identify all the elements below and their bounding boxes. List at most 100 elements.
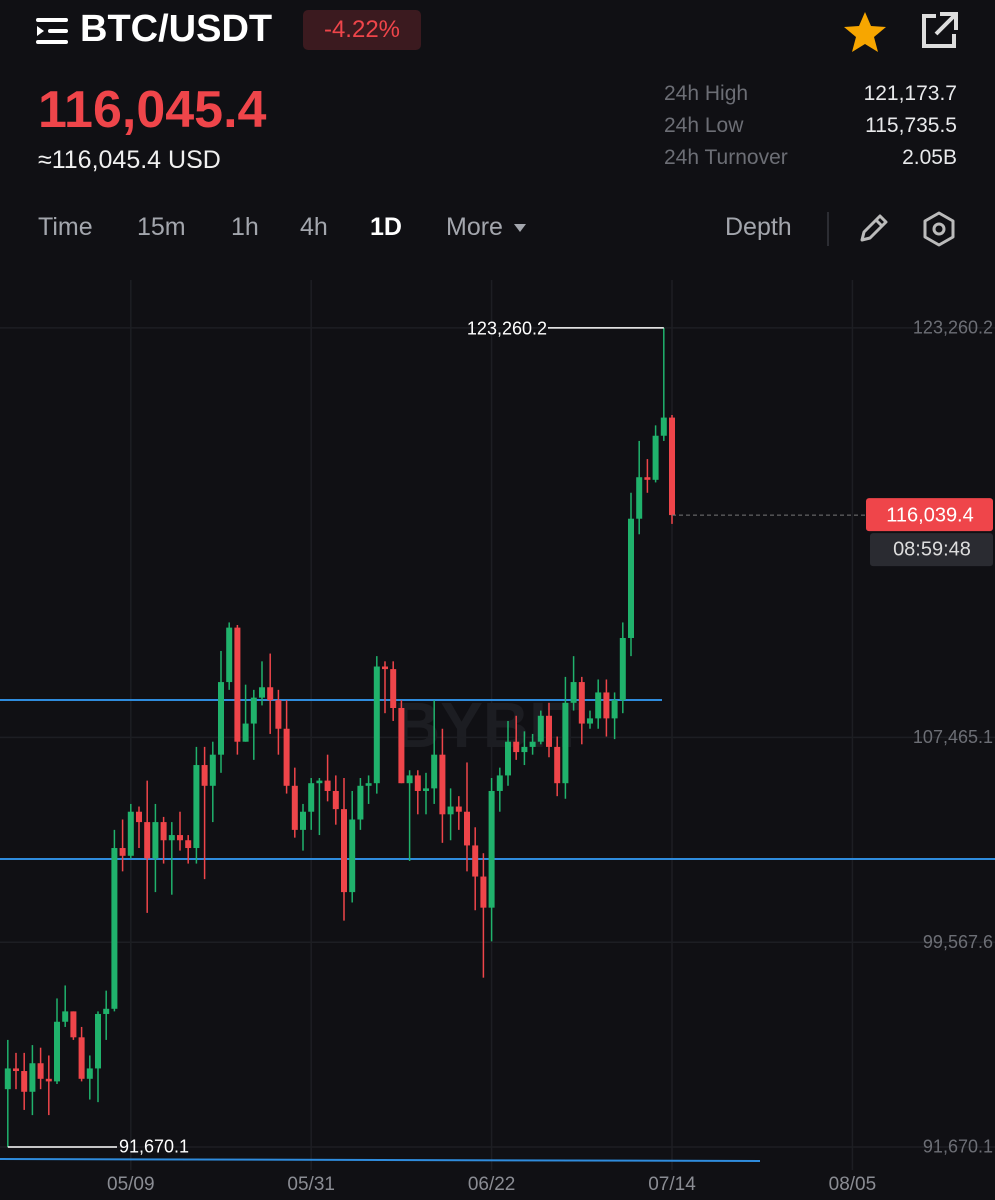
tab[interactable]: 15m [137,213,186,241]
candle-body [324,780,331,791]
x-tick-label: 06/22 [468,1174,516,1195]
candle-body [308,783,315,812]
candle-body [13,1068,19,1072]
candle-body [160,822,167,841]
candle-body [349,819,356,893]
candle-body [193,765,200,849]
candle-body [136,811,142,823]
last-price-box [866,498,993,532]
favorite-star[interactable] [842,10,888,54]
candle-body [365,783,372,786]
tab[interactable]: More [446,213,503,241]
candle-body [70,1011,77,1038]
x-tick-label: 07/14 [648,1174,696,1195]
candle-body [455,806,462,812]
candle-body [226,627,233,683]
candle-body [103,1008,110,1014]
candle-body [578,682,585,724]
candle-body [29,1063,36,1092]
countdown-box [870,533,993,567]
candle-body [529,741,536,747]
candle-body [619,637,626,701]
tab[interactable]: 4h [300,213,328,241]
candle-body [111,848,118,1009]
candle-body [423,788,429,791]
candle-body [283,728,290,786]
candle-body [496,775,503,791]
candle-body [554,746,561,784]
candle-body [144,822,151,859]
candle-body [472,845,479,877]
candle-body [562,702,569,784]
candle-body [341,809,347,893]
share-icon[interactable] [918,10,960,52]
candle-body [480,876,487,908]
candle-body [275,700,282,729]
candle-body [291,785,298,830]
candle-body [218,682,224,755]
tab[interactable]: Time [38,213,93,241]
depth-tab[interactable]: Depth [725,213,792,241]
candle-body [398,708,405,784]
stat-label: 24h Turnover [664,146,788,169]
last-price: 116,045.4 [38,81,267,139]
min-marker-label: 91,670.1 [119,1137,189,1157]
candle-body [209,754,216,786]
last-price-label: 116,039.4 [886,504,974,526]
candle-body [587,718,593,724]
stat-label: 24h Low [664,114,744,137]
candle-body [513,741,520,753]
candle-body [250,697,257,724]
tab-active[interactable]: 1D [370,213,402,241]
candle-body [242,723,249,742]
candle-body [537,715,544,742]
candle-body [259,687,265,698]
candle-body [431,754,438,789]
candle-body [332,790,339,810]
menu-icon[interactable] [36,16,70,46]
candle-body [414,775,421,791]
candle-body [439,754,446,815]
settings-icon[interactable] [920,210,958,248]
candle-body [201,765,208,786]
candle-body [406,775,413,784]
draw-icon[interactable] [856,210,892,246]
stat-label: 24h High [664,82,749,105]
candle-body [267,687,274,701]
divider [827,212,829,246]
candle-body [373,666,380,784]
usd-price: ≈116,045.4 USD [38,146,221,174]
countdown-label: 08:59:48 [893,538,971,560]
candle-body [177,835,183,841]
candle-body [62,1011,69,1022]
candle-body [37,1063,44,1079]
candle-body [357,785,364,820]
candle-body [447,806,454,815]
candle-body [119,848,126,856]
pair-title: BTC/USDT [80,8,273,50]
x-tick-label: 08/05 [829,1174,877,1195]
stat-value: 2.05B [902,146,957,169]
x-tick-label: 05/09 [107,1174,155,1195]
candle-body [611,700,618,719]
y-tick-label: 107,465.1 [913,727,993,747]
candle-body [21,1071,28,1092]
candle-body [521,746,528,753]
x-tick-label: 05/31 [287,1174,335,1195]
y-tick-label: 91,670.1 [923,1137,993,1157]
candle-body [595,692,602,719]
candle-body [636,477,643,519]
candle-body [603,692,610,719]
candle-body [86,1068,93,1079]
candle-body [316,780,323,784]
candle-body [185,840,192,849]
dropdown-arrow[interactable] [513,223,527,233]
max-marker-label: 123,260.2 [467,319,547,339]
tab[interactable]: 1h [231,213,259,241]
drawn-line[interactable] [0,1158,761,1162]
candle-body [152,822,159,859]
change-badge: -4.22% [303,10,421,50]
candle-body [570,682,577,703]
y-tick-label: 123,260.2 [913,318,993,338]
candle-body [628,518,634,638]
